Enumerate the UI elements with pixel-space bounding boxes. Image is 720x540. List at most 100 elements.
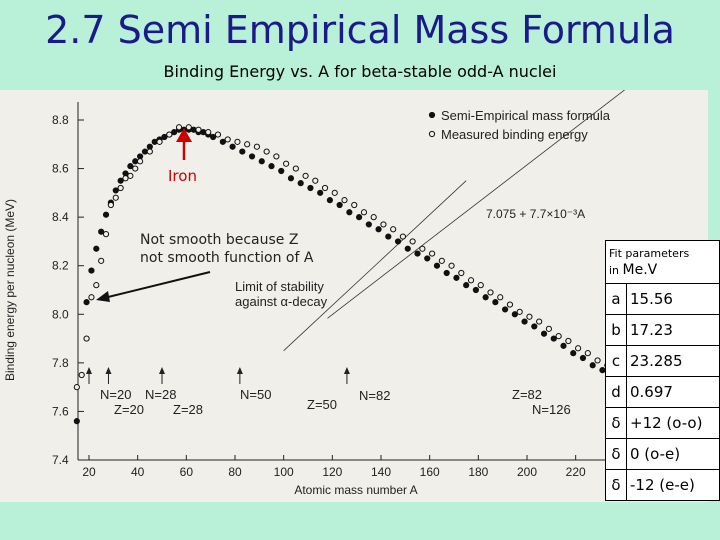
magic-arrow-head (159, 367, 165, 374)
measured-point (166, 131, 173, 138)
fit-key: c (605, 345, 627, 377)
stability-text-2: against α-decay (235, 294, 328, 309)
not-smooth-text-1: Not smooth because Z (140, 232, 298, 248)
legend-marker-open (428, 130, 436, 138)
measured-point (575, 345, 582, 352)
semf-point (404, 245, 411, 252)
measured-point (351, 201, 358, 209)
fit-row: δ -12 (e-e) (605, 469, 720, 501)
measured-point (321, 184, 329, 192)
semf-point (453, 274, 460, 281)
semf-point (83, 299, 90, 306)
magic-label: Z=82 (512, 387, 542, 402)
tick-labels: 204060801001201401601802002202402607.47.… (3, 113, 683, 497)
x-tick-label: 180 (468, 465, 488, 479)
fit-row: δ +12 (o-o) (605, 407, 720, 439)
measured-point (370, 214, 377, 221)
semf-point (560, 342, 567, 349)
fit-value: -12 (e-e) (626, 469, 720, 501)
measured-point (253, 143, 260, 150)
x-tick-label: 80 (228, 465, 242, 479)
semf-point (356, 214, 363, 221)
binding-energy-chart: 204060801001201401601802002202402607.47.… (3, 90, 700, 497)
semf-point (472, 286, 479, 294)
semf-point (414, 250, 421, 257)
fit-header-in: in (609, 264, 623, 277)
measured-point (390, 226, 397, 233)
semf-point (307, 184, 314, 192)
measured-point (487, 289, 494, 296)
fit-line (327, 90, 626, 319)
measured-point (185, 124, 192, 131)
iron-arrow-head (176, 128, 192, 142)
measured-point (175, 124, 183, 131)
measured-point (458, 269, 465, 277)
y-tick-label: 8.6 (52, 162, 69, 176)
measured-point (584, 350, 591, 357)
measured-point (122, 175, 129, 182)
fit-value: 23.285 (626, 345, 720, 377)
fit-row: c 23.285 (605, 345, 720, 377)
measured-point (73, 384, 80, 391)
measured-point (302, 172, 309, 179)
magic-label: N=82 (359, 388, 390, 403)
measured-point (146, 148, 153, 155)
measured-point (244, 141, 251, 148)
semf-point (98, 228, 105, 235)
semf-point (511, 311, 518, 318)
semf-point (336, 201, 343, 209)
y-axis-label: Binding energy per nucleon (MeV) (3, 199, 17, 381)
measured-point (132, 165, 139, 172)
semf-point (502, 306, 509, 313)
measured-point (127, 172, 134, 179)
semf-point (93, 245, 100, 252)
fit-parameters-header: Fit parameters in Me.V (605, 240, 720, 284)
measured-point (102, 231, 110, 238)
magic-label: Z=50 (307, 397, 337, 412)
magic-label: N=20 (100, 387, 131, 402)
semf-point (297, 180, 304, 187)
measured-point (214, 131, 222, 138)
fit-key: δ (605, 407, 627, 439)
semf-point (239, 148, 246, 155)
fit-parameters-table: Fit parameters in Me.V a 15.56 b 17.23 c 23.2… (605, 240, 720, 501)
semf-point (492, 299, 499, 306)
semf-point (317, 189, 324, 196)
semf-point (540, 330, 548, 337)
magic-arrow-head (343, 367, 350, 374)
measured-point (516, 308, 523, 315)
y-tick-label: 8.8 (52, 113, 69, 127)
measured-point (263, 148, 270, 155)
fit-value: 0.697 (626, 376, 720, 408)
fit-line-label: 7.075 + 7.7×10⁻³A (486, 207, 585, 221)
semf-point (248, 153, 256, 160)
semf-point (424, 255, 431, 262)
magic-label: Z=28 (173, 402, 203, 417)
y-tick-label: 8.4 (52, 210, 69, 224)
semf-point (112, 187, 119, 194)
semf-point (346, 209, 353, 216)
measured-point (137, 158, 144, 165)
measured-point (205, 129, 212, 136)
semf-point (531, 323, 538, 330)
semf-point (127, 163, 134, 170)
measured-point (98, 257, 105, 264)
semf-point (365, 221, 372, 228)
fit-key: b (605, 314, 627, 346)
x-tick-label: 20 (82, 465, 96, 479)
measured-point (312, 177, 319, 184)
fit-row: a 15.56 (605, 283, 720, 315)
measured-point (195, 126, 202, 133)
chart-labels: Iron Not smooth because Z not smooth funct… (96, 128, 585, 309)
semf-point (102, 211, 110, 218)
figure-panel: 204060801001201401601802002202402607.47.… (0, 90, 720, 502)
measured-point (112, 194, 119, 201)
measured-point (594, 357, 601, 364)
measured-point (477, 282, 484, 289)
x-tick-label: 160 (420, 465, 440, 479)
semf-point (258, 158, 265, 165)
fit-key: δ (605, 438, 627, 470)
semf-point (88, 267, 95, 274)
stability-text-1: Limit of stability (235, 279, 324, 294)
